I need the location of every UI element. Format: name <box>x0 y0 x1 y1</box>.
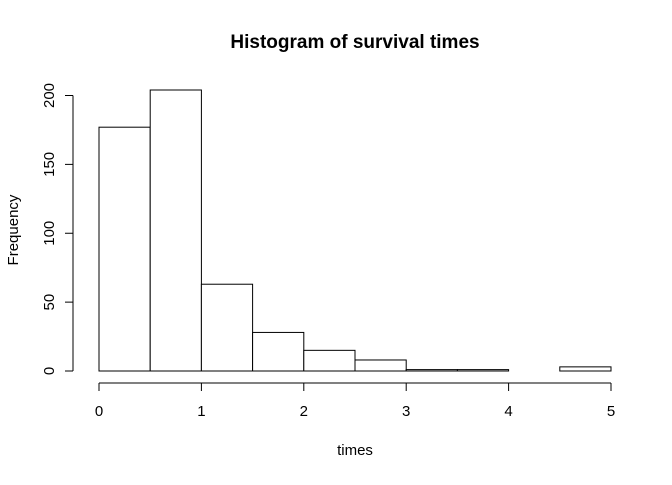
histogram-bar <box>149 89 202 372</box>
y-axis-label: Frequency <box>5 194 22 265</box>
y-tick-label: 150 <box>41 152 58 177</box>
y-tick-label: 100 <box>41 221 58 246</box>
histogram-bar <box>252 331 305 372</box>
x-tick-label: 3 <box>402 403 410 420</box>
histogram-bar <box>559 366 612 372</box>
x-tick-label: 5 <box>607 403 615 420</box>
chart-title: Histogram of survival times <box>230 32 479 53</box>
histogram-bar <box>98 126 151 372</box>
x-axis-label: times <box>337 442 373 459</box>
histogram-bar <box>200 283 254 372</box>
bars-layer <box>98 89 612 372</box>
y-axis: 0 50 100 150 200 <box>41 83 74 375</box>
histogram-bar <box>456 369 510 372</box>
x-tick-label: 0 <box>95 403 103 420</box>
x-tick-label: 1 <box>197 403 205 420</box>
y-tick-label: 200 <box>41 83 58 108</box>
x-tick-label: 4 <box>504 403 512 420</box>
histogram-bar <box>303 349 356 372</box>
x-axis: 0 1 2 3 4 5 <box>95 382 615 420</box>
y-tick-label: 50 <box>41 294 58 311</box>
y-tick-label: 0 <box>41 367 58 375</box>
histogram-bar <box>405 369 458 372</box>
x-tick-label: 2 <box>300 403 308 420</box>
histogram-bar <box>354 359 407 372</box>
